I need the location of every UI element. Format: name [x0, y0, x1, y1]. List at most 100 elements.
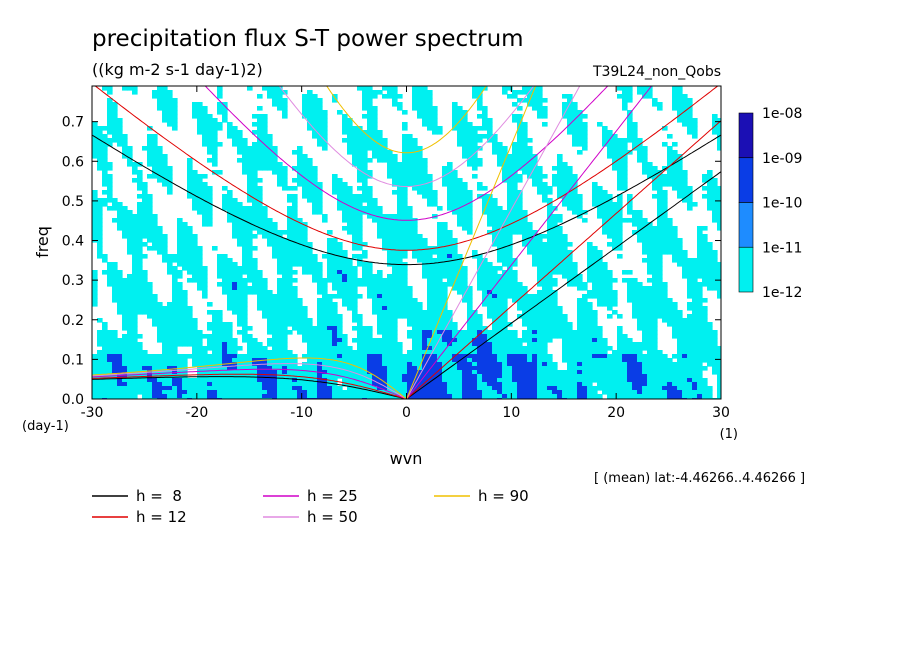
- field-cell: [112, 130, 118, 135]
- field-cell: [492, 202, 498, 207]
- field-cell: [237, 314, 243, 319]
- field-cell: [312, 134, 318, 139]
- field-cell: [622, 142, 628, 147]
- field-cell: [407, 222, 413, 227]
- field-cell: [467, 298, 473, 303]
- field-cell: [162, 258, 168, 263]
- field-cell: [297, 318, 303, 323]
- field-cell: [662, 166, 668, 171]
- field-cell: [322, 350, 328, 355]
- field-cell: [167, 94, 173, 99]
- field-cell: [712, 254, 718, 259]
- field-cell: [242, 246, 248, 251]
- field-cell: [457, 114, 463, 119]
- field-cell: [582, 286, 588, 291]
- field-cell: [92, 130, 98, 135]
- field-cell: [697, 334, 703, 339]
- field-cell: [652, 270, 658, 275]
- field-cell: [282, 114, 288, 119]
- field-cell: [252, 198, 258, 203]
- field-cell: [92, 122, 98, 127]
- field-cell: [267, 350, 273, 355]
- field-cell: [422, 310, 428, 315]
- field-cell: [412, 306, 418, 311]
- field-cell: [547, 254, 553, 259]
- field-cell: [357, 198, 363, 203]
- field-cell: [437, 230, 443, 235]
- field-cell: [167, 346, 173, 351]
- field-cell: [327, 350, 333, 355]
- run-label: T39L24_non_Qobs: [592, 64, 721, 80]
- field-cell: [707, 182, 713, 187]
- field-cell: [222, 354, 228, 359]
- field-cell: [342, 270, 348, 275]
- field-cell: [232, 358, 238, 363]
- field-cell: [252, 154, 258, 159]
- field-cell: [652, 318, 658, 323]
- field-cell: [287, 242, 293, 247]
- field-cell: [142, 234, 148, 239]
- field-cell: [697, 354, 703, 359]
- field-cell: [387, 242, 393, 247]
- field-cell: [157, 98, 163, 103]
- field-cell: [412, 90, 418, 95]
- field-cell: [482, 298, 488, 303]
- field-cell: [97, 226, 103, 231]
- field-cell: [332, 334, 338, 339]
- field-cell: [247, 370, 253, 375]
- field-cell: [592, 334, 598, 339]
- field-cell: [422, 350, 428, 355]
- field-cell: [532, 174, 538, 179]
- field-cell: [457, 334, 463, 339]
- field-cell: [307, 342, 313, 347]
- field-cell: [207, 362, 213, 367]
- field-cell: [312, 366, 318, 371]
- field-cell: [577, 138, 583, 143]
- field-cell: [102, 258, 108, 263]
- field-cell: [672, 234, 678, 239]
- field-cell: [687, 190, 693, 195]
- field-cell: [602, 354, 608, 359]
- field-cell: [207, 138, 213, 143]
- field-cell: [552, 214, 558, 219]
- field-cell: [657, 106, 663, 111]
- field-cell: [157, 234, 163, 239]
- field-cell: [407, 238, 413, 243]
- field-cell: [517, 218, 523, 223]
- field-cell: [567, 338, 573, 343]
- field-cell: [272, 314, 278, 319]
- field-cell: [592, 250, 598, 255]
- field-cell: [382, 350, 388, 355]
- field-cell: [247, 366, 253, 371]
- field-cell: [262, 118, 268, 123]
- field-cell: [272, 146, 278, 151]
- field-cell: [682, 318, 688, 323]
- field-cell: [567, 98, 573, 103]
- field-cell: [102, 346, 108, 351]
- field-cell: [397, 298, 403, 303]
- field-cell: [412, 230, 418, 235]
- field-cell: [682, 326, 688, 331]
- field-cell: [347, 302, 353, 307]
- field-cell: [662, 174, 668, 179]
- field-cell: [132, 270, 138, 275]
- field-cell: [672, 366, 678, 371]
- field-cell: [342, 274, 348, 279]
- field-cell: [552, 294, 558, 299]
- field-cell: [502, 86, 508, 91]
- field-cell: [712, 130, 718, 135]
- field-cell: [167, 302, 173, 307]
- field-cell: [252, 338, 258, 343]
- field-cell: [532, 326, 538, 331]
- field-cell: [132, 250, 138, 255]
- field-cell: [682, 258, 688, 263]
- field-cell: [322, 318, 328, 323]
- field-cell: [687, 274, 693, 279]
- field-cell: [357, 282, 363, 287]
- field-cell: [272, 354, 278, 359]
- field-cell: [542, 362, 548, 367]
- field-cell: [247, 258, 253, 263]
- field-cell: [227, 334, 233, 339]
- field-cell: [132, 258, 138, 263]
- field-cell: [337, 250, 343, 255]
